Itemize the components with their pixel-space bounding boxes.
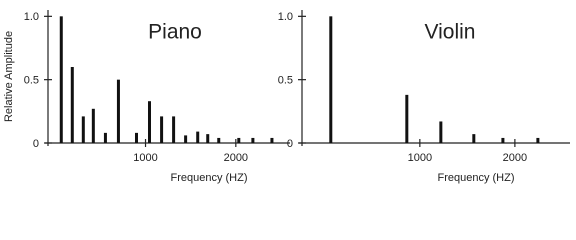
bar — [172, 116, 176, 143]
chart-title: Violin — [425, 21, 476, 44]
chart-title: Piano — [148, 21, 202, 44]
y-tick-label: 1.0 — [24, 11, 39, 23]
bar — [103, 132, 107, 143]
bar — [251, 137, 255, 143]
bar — [59, 16, 63, 143]
bar — [536, 137, 540, 143]
bar — [160, 116, 164, 143]
bar — [196, 131, 200, 143]
bar — [439, 121, 443, 143]
bar — [184, 135, 188, 143]
y-tick-label: 0.5 — [24, 75, 39, 87]
x-tick-label: 1000 — [408, 152, 432, 164]
bar — [329, 16, 333, 143]
bar — [206, 134, 210, 143]
y-tick-label: 1.0 — [278, 11, 293, 23]
bar — [217, 137, 221, 143]
bar — [116, 79, 120, 143]
x-tick-label: 2000 — [503, 152, 527, 164]
y-tick-label: 0 — [287, 138, 293, 150]
x-tick-label: 2000 — [224, 152, 248, 164]
bar — [472, 134, 476, 143]
bar — [405, 94, 409, 143]
bar — [270, 137, 274, 143]
bar — [70, 67, 74, 143]
bar — [237, 137, 241, 143]
x-axis-label: Frequency (HZ) — [437, 172, 514, 184]
bar — [91, 108, 95, 143]
bar — [134, 132, 138, 143]
x-tick-label: 1000 — [133, 152, 157, 164]
figure: 0 0.5 1.0 1000 2000 Piano Frequency (HZ) Relati… — [3, 10, 570, 184]
y-tick-label: 0 — [33, 138, 39, 150]
bar — [501, 137, 505, 143]
bar — [81, 116, 85, 143]
y-tick-label: 0.5 — [278, 75, 293, 87]
y-axis-label: Relative Amplitude — [3, 31, 15, 122]
x-axis-label: Frequency (HZ) — [170, 172, 247, 184]
bar — [147, 101, 151, 143]
